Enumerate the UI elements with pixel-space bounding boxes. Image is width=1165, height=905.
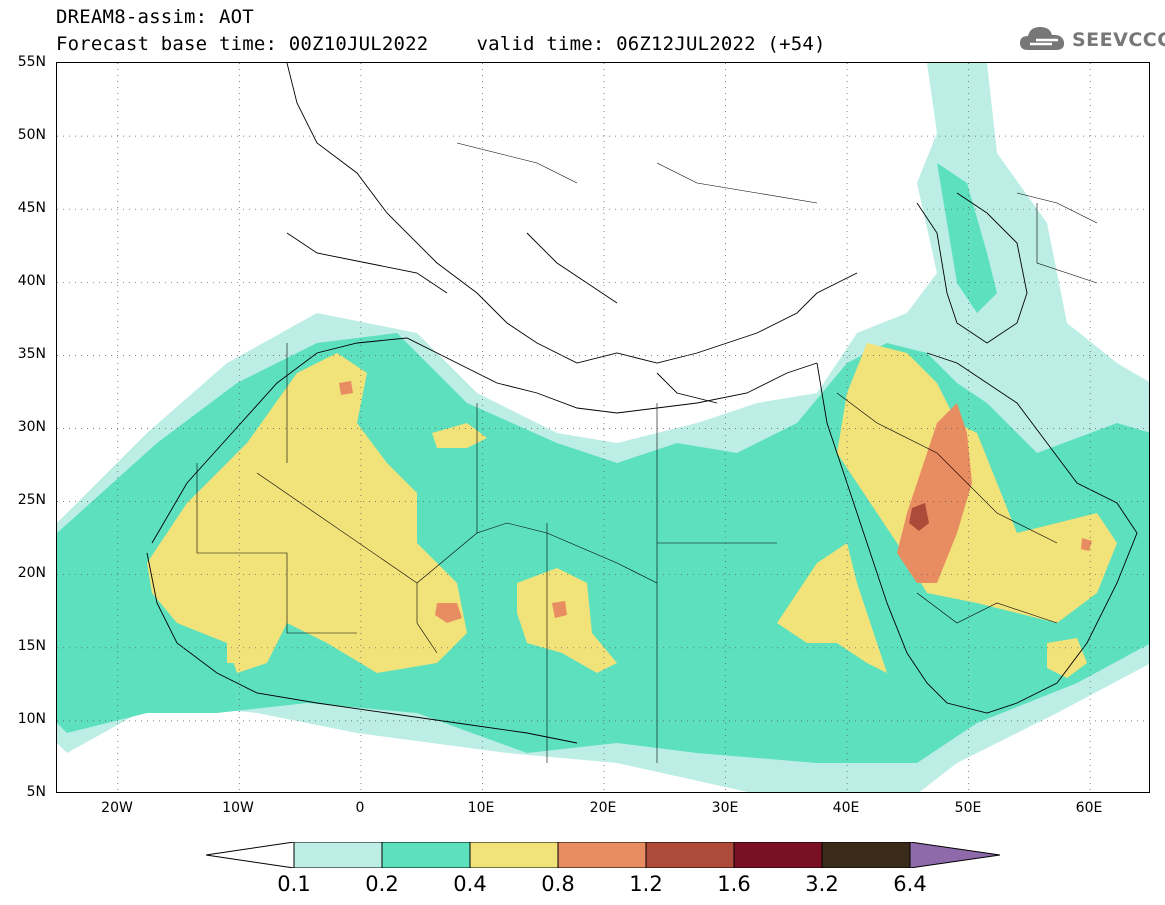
lat-label-25n: 25N bbox=[17, 492, 46, 508]
colorbar-lower-arrow bbox=[206, 842, 295, 868]
aot-band-0-8-arabia bbox=[897, 403, 972, 583]
aot-band-0-8-chad bbox=[552, 601, 567, 618]
lat-label-5n: 5N bbox=[26, 784, 46, 800]
colorbar-swatch-1-6 bbox=[733, 842, 823, 868]
aot-band-0-2-caspian bbox=[937, 163, 997, 313]
colorbar-label-0-4: 0.4 bbox=[453, 872, 487, 896]
map-canvas bbox=[57, 63, 1149, 792]
aot-band-0-4-chad bbox=[517, 568, 617, 673]
colorbar-swatch-0-2 bbox=[381, 842, 471, 868]
title-line2: Forecast base time: 00Z10JUL2022 valid ti… bbox=[56, 33, 826, 55]
aot-band-0-4-west bbox=[147, 353, 467, 673]
lon-label-20w: 20W bbox=[101, 800, 133, 816]
colorbar-label-0-1: 0.1 bbox=[277, 872, 311, 896]
colorbar-swatch-0-4 bbox=[469, 842, 559, 868]
borders bbox=[196, 142, 1098, 763]
colorbar-label-3-2: 3.2 bbox=[805, 872, 839, 896]
aot-contours bbox=[57, 63, 1149, 792]
lat-label-35n: 35N bbox=[17, 346, 46, 362]
aot-band-0-8-oman bbox=[1081, 538, 1092, 551]
lon-label-0: 0 bbox=[355, 800, 365, 816]
lat-label-55n: 55N bbox=[17, 54, 46, 70]
lon-label-30e: 30E bbox=[711, 800, 739, 816]
base-time: Forecast base time: 00Z10JUL2022 bbox=[56, 33, 429, 55]
aot-map bbox=[56, 62, 1150, 793]
lat-label-20n: 20N bbox=[17, 565, 46, 581]
logo-text: SEEVCCC bbox=[1072, 29, 1165, 51]
coastlines bbox=[146, 63, 1138, 744]
lat-label-15n: 15N bbox=[17, 638, 46, 654]
lon-label-20e: 20E bbox=[589, 800, 617, 816]
lon-label-40e: 40E bbox=[832, 800, 860, 816]
lat-label-30n: 30N bbox=[17, 419, 46, 435]
lat-label-45n: 45N bbox=[17, 200, 46, 216]
colorbar-label-1-2: 1.2 bbox=[629, 872, 663, 896]
aot-band-0-4-sudan bbox=[777, 543, 887, 673]
aot-band-0-8-mali bbox=[435, 603, 462, 623]
lon-label-10e: 10E bbox=[467, 800, 495, 816]
colorbar-label-0-2: 0.2 bbox=[365, 872, 399, 896]
aot-band-0-4-algeria bbox=[432, 423, 487, 448]
aot-band-0-4-westcoast bbox=[227, 613, 277, 663]
lat-label-10n: 10N bbox=[17, 711, 46, 727]
colorbar-label-6-4: 6.4 bbox=[893, 872, 927, 896]
lon-label-10w: 10W bbox=[222, 800, 254, 816]
colorbar-swatch-3-2 bbox=[821, 842, 911, 868]
aot-band-1-2 bbox=[909, 503, 929, 531]
title-line1: DREAM8-assim: AOT bbox=[56, 6, 254, 28]
colorbar-upper-arrow bbox=[909, 842, 1000, 868]
aot-colorbar bbox=[206, 842, 1000, 868]
lat-label-50n: 50N bbox=[17, 127, 46, 143]
lon-label-50e: 50E bbox=[954, 800, 982, 816]
colorbar-label-0-8: 0.8 bbox=[541, 872, 575, 896]
colorbar-swatch-0-1 bbox=[293, 842, 383, 868]
valid-time: valid time: 06Z12JUL2022 (+54) bbox=[476, 33, 826, 55]
colorbar-swatch-0-8 bbox=[557, 842, 647, 868]
cloud-icon bbox=[1018, 24, 1068, 56]
lon-label-60e: 60E bbox=[1075, 800, 1103, 816]
graticule bbox=[57, 63, 1149, 792]
seevccc-logo: SEEVCCC bbox=[1018, 24, 1165, 56]
colorbar-label-1-6: 1.6 bbox=[717, 872, 751, 896]
colorbar-swatch-1-2 bbox=[645, 842, 735, 868]
aot-band-0-8-maghreb bbox=[339, 381, 353, 395]
lat-label-40n: 40N bbox=[17, 273, 46, 289]
